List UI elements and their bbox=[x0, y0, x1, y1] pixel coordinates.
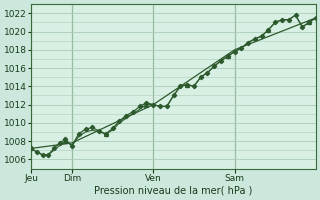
X-axis label: Pression niveau de la mer( hPa ): Pression niveau de la mer( hPa ) bbox=[94, 186, 253, 196]
